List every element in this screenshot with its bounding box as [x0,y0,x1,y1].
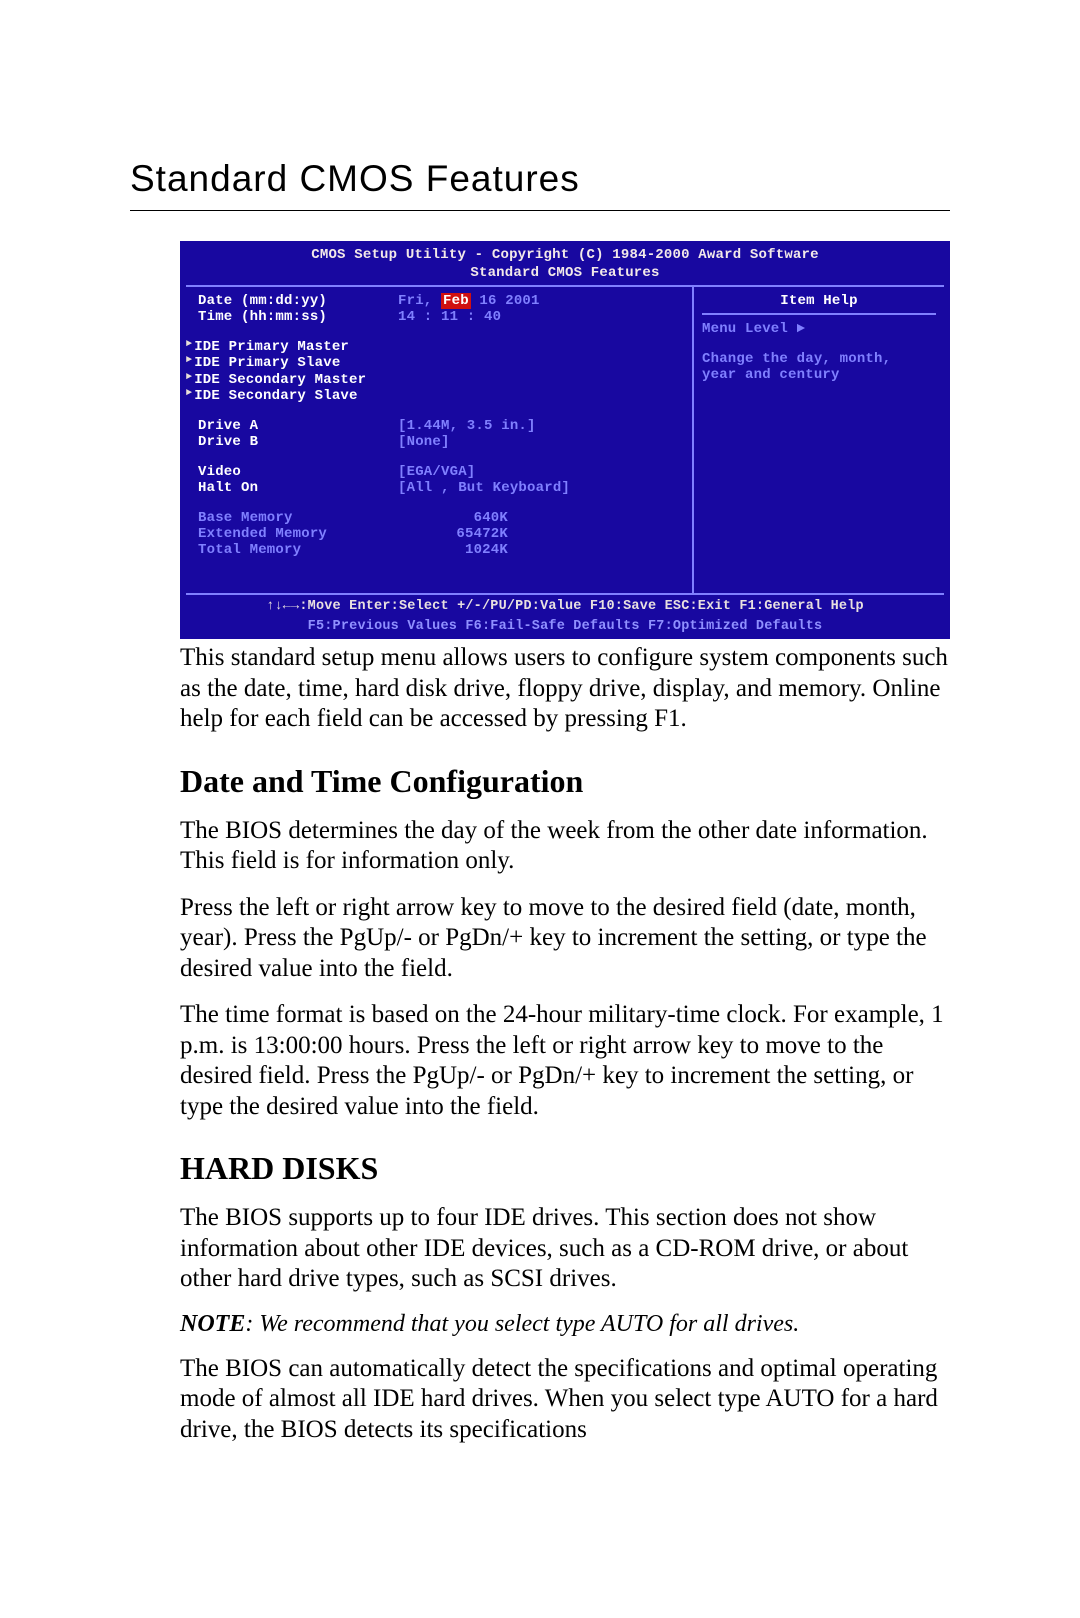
page-title: Standard CMOS Features [130,158,950,211]
section-harddisks-note: NOTE: We recommend that you select type … [180,1311,950,1338]
bios-footer1: ↑↓←→:Move Enter:Select +/-/PU/PD:Value F… [180,595,950,615]
bios-help-text1: Change the day, month, [702,351,936,367]
section-harddisks-p2: The BIOS can automatically detect the sp… [180,1354,950,1446]
bios-screenshot: CMOS Setup Utility - Copyright (C) 1984-… [180,241,950,639]
bios-help-menu-level: Menu Level ► [702,321,936,337]
bios-halt-row[interactable]: Halt On [All , But Keyboard] [198,480,684,496]
bios-ide-section: IDE Primary Master IDE Primary Slave IDE… [198,339,684,403]
bios-ide-label: IDE Primary Master [194,339,349,355]
bios-driveA-value: [1.44M, 3.5 in.] [398,418,536,434]
bios-date-label: Date (mm:dd:yy) [198,293,398,309]
bios-ide-3[interactable]: IDE Secondary Slave [198,388,684,404]
note-label: NOTE [180,1311,245,1337]
bios-halt-label: Halt On [198,480,398,496]
bios-date-row[interactable]: Date (mm:dd:yy) Fri, Feb 16 2001 [198,293,684,309]
bios-extmem-row: Extended Memory 65472K [198,526,684,542]
bios-extmem-label: Extended Memory [198,526,398,542]
bios-help-pane: Item Help Menu Level ► Change the day, m… [694,287,944,593]
bios-date-rest: 16 2001 [471,293,540,309]
bios-help-title: Item Help [702,293,936,313]
bios-ide-1[interactable]: IDE Primary Slave [198,355,684,371]
bios-basemem-label: Base Memory [198,510,398,526]
bios-video-section: Video [EGA/VGA] Halt On [All , But Keybo… [198,464,684,496]
intro-paragraph: This standard setup menu allows users to… [180,643,950,735]
bios-driveA-row[interactable]: Drive A [1.44M, 3.5 in.] [198,418,684,434]
bios-date-value: Fri, Feb 16 2001 [398,293,540,309]
bios-totalmem-value: 1024K [398,542,508,558]
bios-basemem-row: Base Memory 640K [198,510,684,526]
bios-ide-label: IDE Primary Slave [194,355,340,371]
section-datetime-p1: The BIOS determines the day of the week … [180,816,950,877]
bios-time-label: Time (hh:mm:ss) [198,309,398,325]
bios-footer2: F5:Previous Values F6:Fail-Safe Defaults… [180,615,950,635]
bios-date-day: Fri, [398,293,432,309]
bios-video-label: Video [198,464,398,480]
bios-halt-value: [All , But Keyboard] [398,480,570,496]
bios-ide-label: IDE Secondary Master [194,372,366,388]
bios-time-row[interactable]: Time (hh:mm:ss) 14 : 11 : 40 [198,309,684,325]
bios-video-value: [EGA/VGA] [398,464,475,480]
bios-driveB-value: [None] [398,434,450,450]
bios-ide-2[interactable]: IDE Secondary Master [198,372,684,388]
bios-driveB-label: Drive B [198,434,398,450]
content-column: CMOS Setup Utility - Copyright (C) 1984-… [180,241,950,1445]
section-datetime-p3: The time format is based on the 24-hour … [180,1000,950,1122]
bios-driveB-row[interactable]: Drive B [None] [198,434,684,450]
section-datetime-p2: Press the left or right arrow key to mov… [180,893,950,985]
bios-totalmem-row: Total Memory 1024K [198,542,684,558]
bios-video-row[interactable]: Video [EGA/VGA] [198,464,684,480]
bios-title: CMOS Setup Utility - Copyright (C) 1984-… [180,241,950,265]
bios-totalmem-label: Total Memory [198,542,398,558]
bios-ide-label: IDE Secondary Slave [194,388,357,404]
bios-body: Date (mm:dd:yy) Fri, Feb 16 2001 Time (h… [186,285,944,595]
bios-memory-section: Base Memory 640K Extended Memory 65472K … [198,510,684,558]
bios-subtitle: Standard CMOS Features [180,265,950,285]
bios-help-body: Menu Level ► Change the day, month, year… [702,313,936,383]
bios-date-month-highlight: Feb [441,293,471,309]
section-harddisks-title: HARD DISKS [180,1150,950,1187]
bios-left-pane: Date (mm:dd:yy) Fri, Feb 16 2001 Time (h… [186,287,694,593]
section-datetime-title: Date and Time Configuration [180,763,950,800]
bios-drives-section: Drive A [1.44M, 3.5 in.] Drive B [None] [198,418,684,450]
bios-driveA-label: Drive A [198,418,398,434]
bios-extmem-value: 65472K [398,526,508,542]
section-harddisks-p1: The BIOS supports up to four IDE drives.… [180,1203,950,1295]
note-text: : We recommend that you select type AUTO… [245,1311,799,1337]
bios-ide-0[interactable]: IDE Primary Master [198,339,684,355]
bios-basemem-value: 640K [398,510,508,526]
bios-help-text2: year and century [702,367,936,383]
bios-time-value: 14 : 11 : 40 [398,309,501,325]
